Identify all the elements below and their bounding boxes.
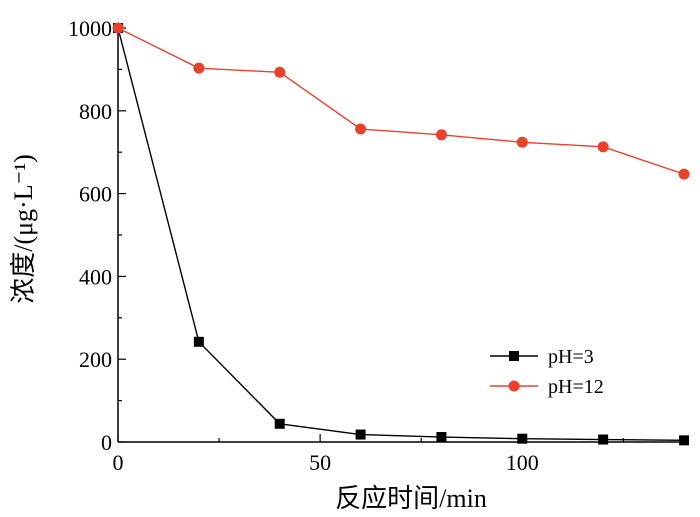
data-point (679, 435, 689, 446)
y-axis-title: 浓度/(μg·L⁻¹) (9, 154, 38, 304)
x-tick-label: 100 (506, 450, 539, 475)
legend-label: pH=12 (548, 376, 604, 398)
x-tick-label: 0 (113, 450, 124, 475)
data-point (355, 123, 367, 135)
series-line (117, 27, 685, 442)
series-layer (112, 22, 690, 446)
data-point (193, 336, 204, 347)
data-point (355, 429, 366, 440)
data-point (517, 433, 528, 444)
data-point (274, 418, 285, 429)
legend-label: pH=3 (548, 346, 594, 368)
legend-marker (509, 351, 519, 361)
data-point (112, 22, 124, 34)
y-tick-label: 400 (79, 264, 112, 289)
data-point (193, 62, 205, 74)
series-line (117, 27, 685, 175)
legend-item: pH=12 (490, 376, 604, 398)
y-tick-label: 600 (79, 182, 112, 207)
y-tick-label: 1000 (68, 16, 112, 41)
y-tick-label: 800 (79, 99, 112, 124)
legend: pH=3 pH=12 (490, 346, 604, 398)
data-point (678, 168, 690, 180)
data-point (436, 432, 447, 443)
x-tick-label: 50 (309, 450, 331, 475)
series-2 (112, 22, 690, 180)
data-point (274, 66, 286, 78)
data-point (597, 141, 609, 153)
data-point (435, 129, 447, 141)
legend-item: pH=3 (490, 346, 594, 368)
x-axis-title: 反应时间/min (335, 484, 487, 513)
data-point (598, 434, 609, 445)
y-tick-label: 200 (79, 347, 112, 372)
data-point (516, 136, 528, 148)
y-tick-label: 0 (101, 430, 112, 455)
legend-marker (508, 380, 520, 392)
